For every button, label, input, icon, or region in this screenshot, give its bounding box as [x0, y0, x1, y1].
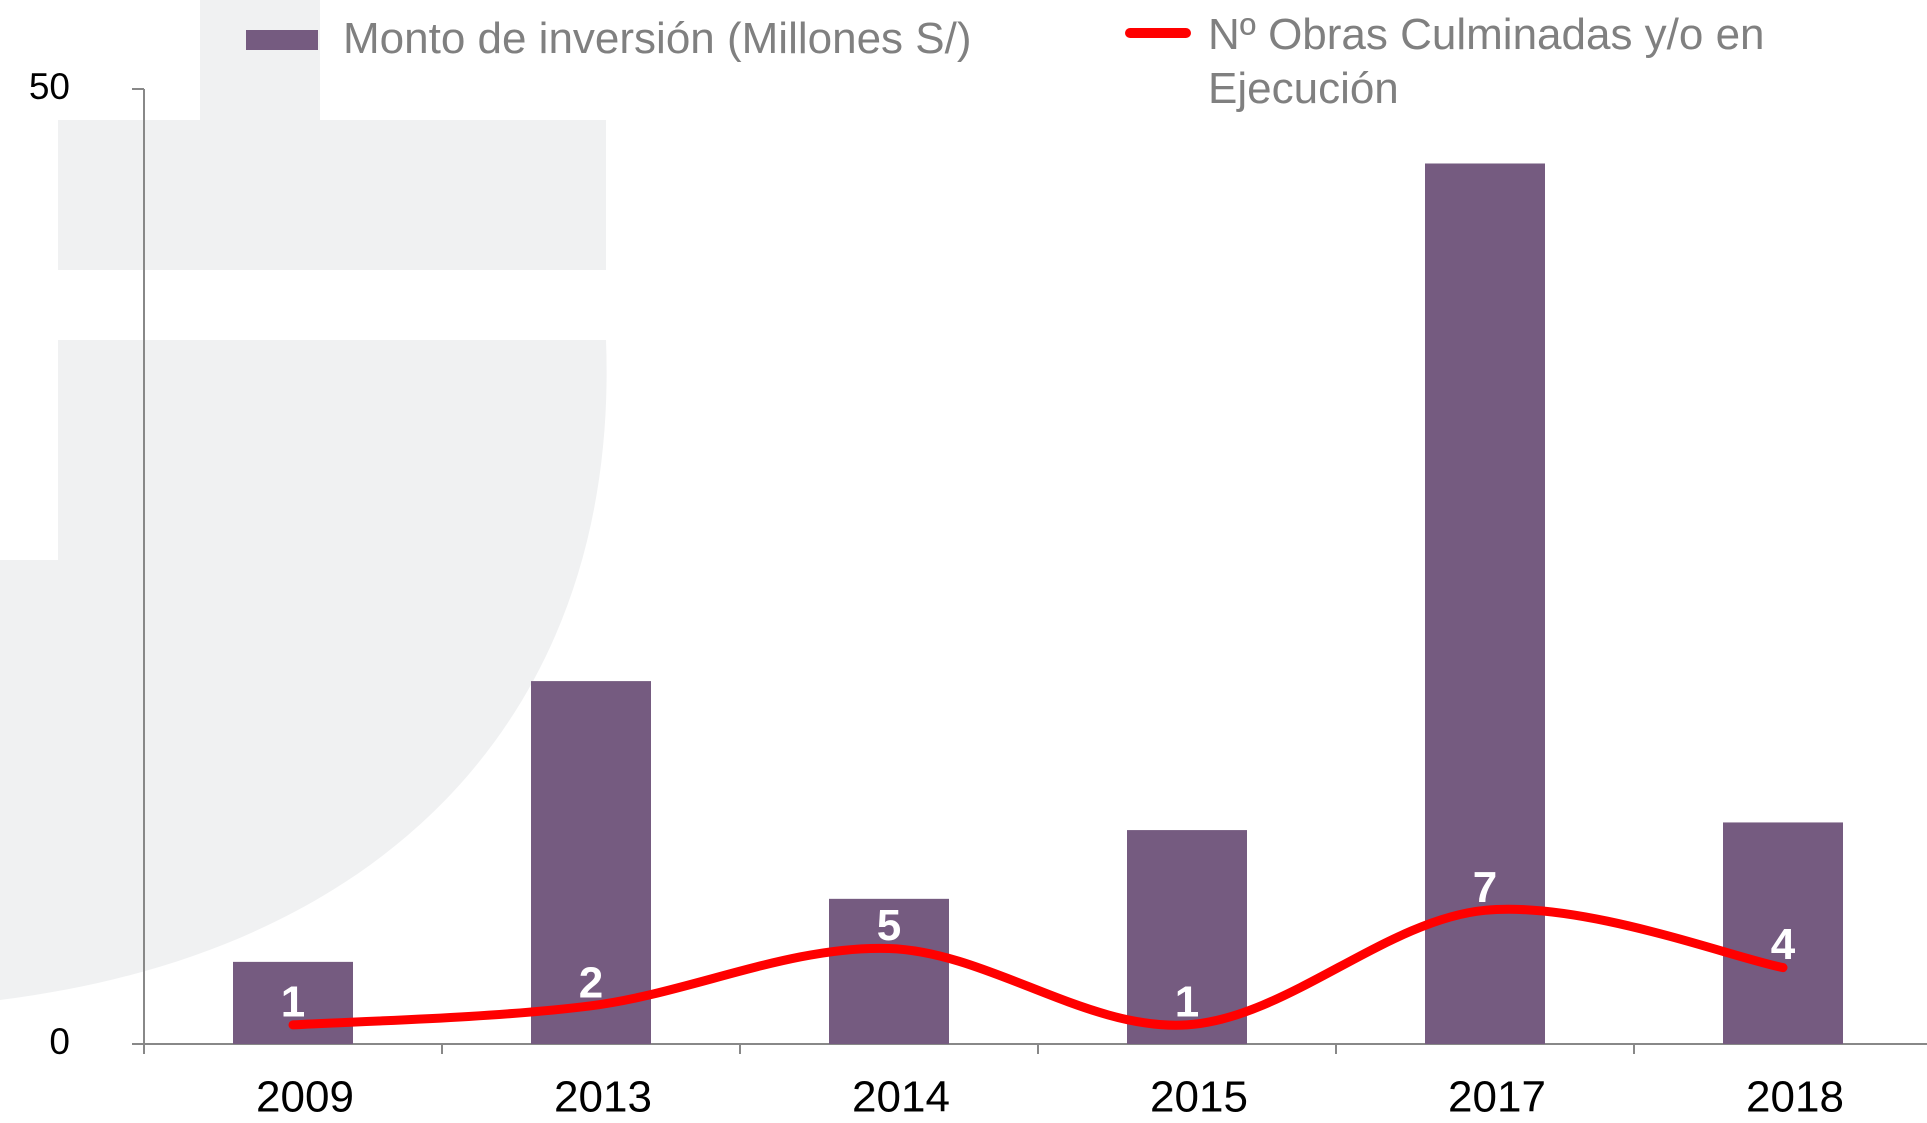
y-tick-label: 50	[29, 66, 70, 107]
legend-label: Monto de inversión (Millones S/)	[343, 14, 972, 63]
legend-swatch	[246, 30, 318, 50]
data-label: 1	[281, 978, 305, 1027]
bar	[1425, 163, 1545, 1045]
data-label: 7	[1473, 863, 1497, 912]
x-tick-label: 2009	[256, 1073, 354, 1122]
bar	[531, 681, 651, 1044]
legend-swatch	[1125, 28, 1191, 38]
x-tick-label: 2017	[1448, 1073, 1546, 1122]
data-label: 2	[579, 958, 603, 1007]
bar	[233, 961, 353, 1044]
bar	[1127, 830, 1247, 1044]
data-label: 5	[877, 901, 901, 950]
bar	[829, 898, 949, 1044]
data-label: 1	[1175, 978, 1199, 1027]
bar	[1723, 822, 1843, 1044]
line	[288, 904, 1788, 1030]
watermark	[0, 0, 607, 1000]
x-tick-label: 2018	[1746, 1073, 1844, 1122]
data-label: 4	[1771, 920, 1796, 969]
legend-label: Nº Obras Culminadas y/o en Ejecución	[1208, 10, 1765, 113]
y-tick-label: 0	[49, 1021, 70, 1062]
x-tick-label: 2013	[554, 1073, 652, 1122]
x-tick-label: 2014	[852, 1073, 950, 1122]
x-tick-label: 2015	[1150, 1073, 1248, 1122]
